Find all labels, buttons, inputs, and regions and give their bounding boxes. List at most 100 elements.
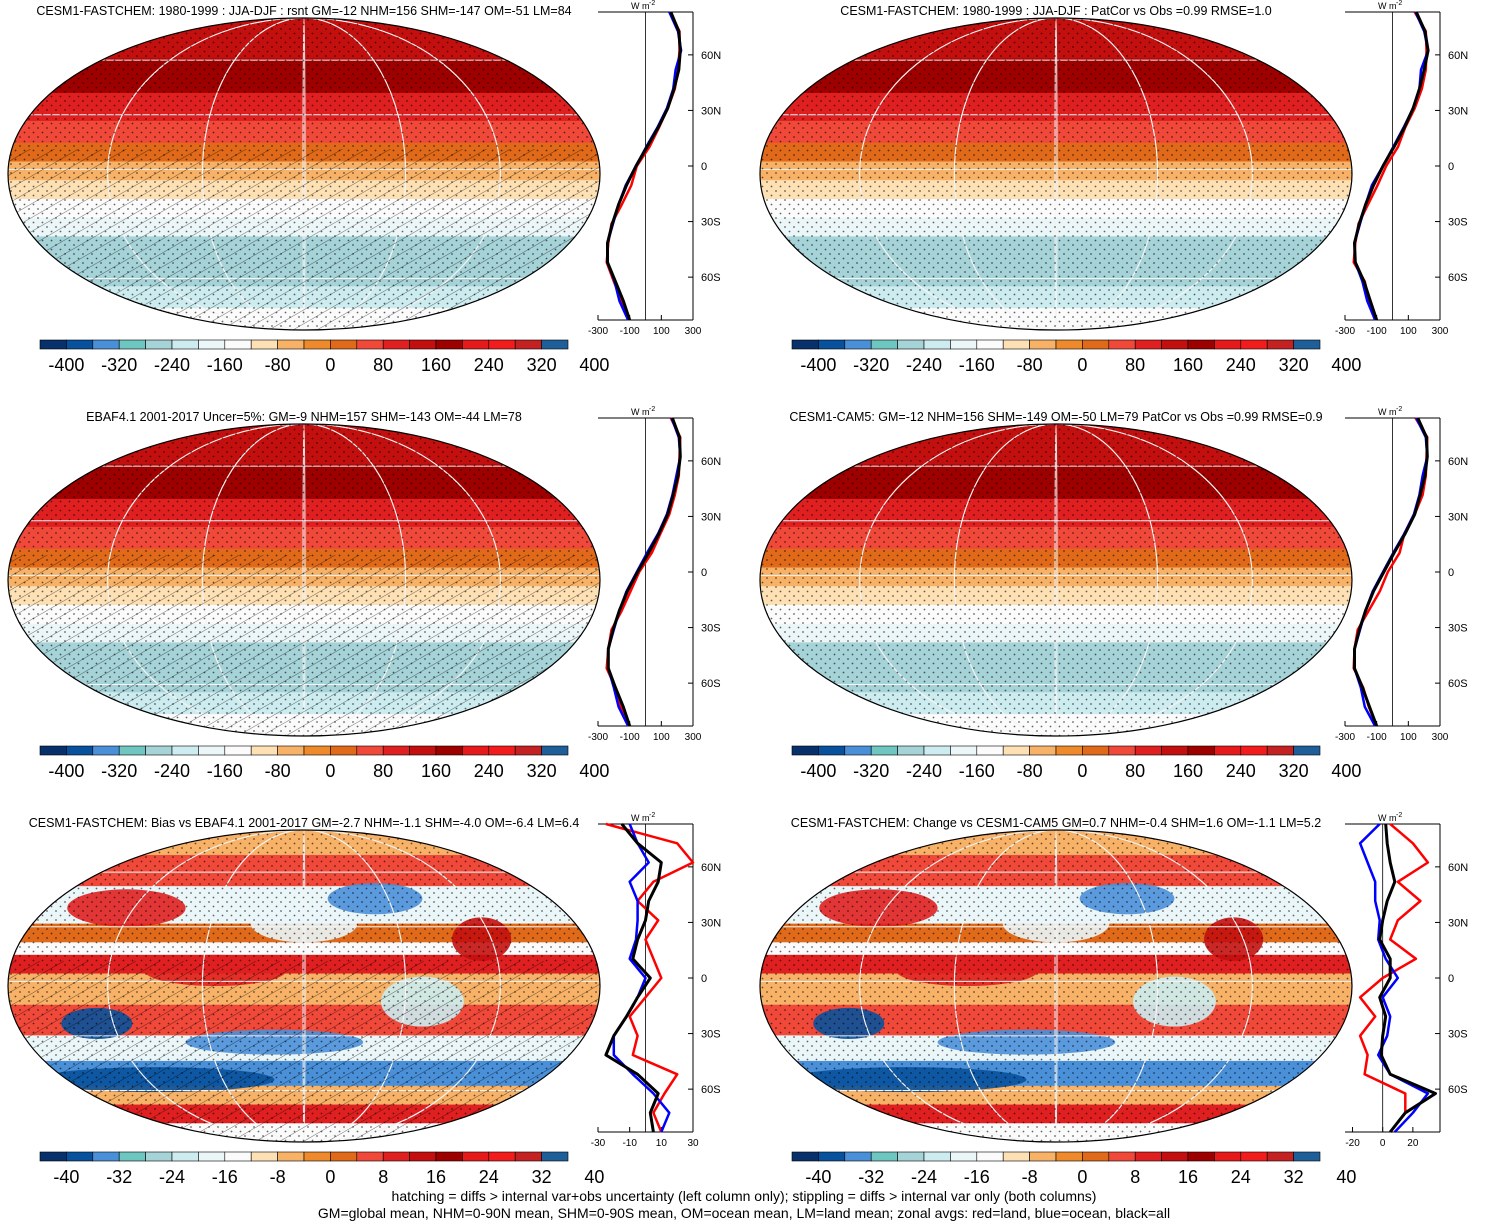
- colorbar-swatch: [145, 339, 173, 350]
- lat-label: 60S: [1448, 678, 1468, 690]
- colorbar-swatch: [92, 745, 120, 756]
- colorbar-swatch: [897, 1151, 925, 1162]
- colorbar-swatch: [1187, 745, 1215, 756]
- lat-label: 0: [1448, 973, 1454, 985]
- colorbar-swatch: [1187, 339, 1215, 350]
- colorbar-label: 0: [1077, 1167, 1087, 1187]
- zonal-tick-label: 20: [1407, 1138, 1419, 1149]
- zonal-panel: W m -2 -20 0 20 60N 30N 0 30S 60S: [1345, 812, 1468, 1149]
- colorbar-label: -240: [154, 355, 190, 375]
- colorbar-swatch: [435, 745, 463, 756]
- colorbar-swatch: [870, 1151, 898, 1162]
- zonal-line-all: [1353, 417, 1429, 727]
- zonal-line-land: [1352, 417, 1429, 727]
- zonal-panel: W m -2 -300 -100 100 300 60N 30N 0 30S 60S: [1335, 406, 1468, 743]
- colorbar-swatch: [1002, 339, 1030, 350]
- colorbar-swatch: [118, 1151, 146, 1162]
- lat-label: 30N: [701, 511, 721, 523]
- colorbar-swatch: [118, 745, 146, 756]
- zonal-unit-exponent: -2: [649, 812, 655, 819]
- colorbar-swatch: [1082, 339, 1110, 350]
- panel-title: CESM1-FASTCHEM: 1980-1999 : JJA-DJF : rs…: [36, 4, 571, 18]
- colorbar-label: -80: [1017, 355, 1043, 375]
- colorbar-swatch: [541, 745, 569, 756]
- colorbar-label: 32: [532, 1167, 552, 1187]
- colorbar-label: -240: [906, 355, 942, 375]
- colorbar-swatch: [92, 1151, 120, 1162]
- colorbar-swatch: [250, 1151, 278, 1162]
- map-outline: [759, 423, 1353, 737]
- colorbar-swatch: [950, 745, 978, 756]
- colorbar-swatch: [541, 339, 569, 350]
- zonal-line-ocean: [607, 417, 682, 727]
- colorbar-swatch: [976, 1151, 1004, 1162]
- colorbar-swatch: [303, 745, 331, 756]
- lat-label: 30S: [701, 217, 721, 229]
- colorbar-label: 8: [378, 1167, 388, 1187]
- lat-label: 0: [1448, 567, 1454, 579]
- colorbar-swatch: [224, 1151, 252, 1162]
- zonal-tick-label: 300: [1432, 732, 1449, 743]
- zonal-unit-label: W m: [1378, 1, 1397, 11]
- colorbar-swatch: [791, 339, 819, 350]
- lat-label: 0: [701, 567, 707, 579]
- panel-title: EBAF4.1 2001-2017 Uncer=5%: GM=-9 NHM=15…: [86, 410, 522, 424]
- zonal-tick-label: -20: [1345, 1138, 1360, 1149]
- colorbar-label: -400: [48, 761, 84, 781]
- lat-label: 30S: [1448, 623, 1468, 635]
- panel-title: CESM1-FASTCHEM: Bias vs EBAF4.1 2001-201…: [29, 816, 580, 830]
- colorbar-swatch: [923, 339, 951, 350]
- colorbar: -400 -320 -240 -160 -80 0 80 160 240 320 400: [791, 339, 1361, 375]
- zonal-line-all: [606, 11, 682, 321]
- map-outline: [759, 17, 1353, 331]
- colorbar-swatch: [897, 745, 925, 756]
- colorbar-swatch: [409, 339, 437, 350]
- colorbar-swatch: [1214, 1151, 1242, 1162]
- colorbar-swatch: [462, 339, 490, 350]
- colorbar-swatch: [1082, 745, 1110, 756]
- colorbar-swatch: [1029, 1151, 1057, 1162]
- colorbar-swatch: [382, 339, 410, 350]
- colorbar-label: -400: [48, 355, 84, 375]
- zonal-unit-label: W m: [631, 813, 650, 823]
- colorbar-label: -40: [53, 1167, 79, 1187]
- zonal-tick-label: -300: [1335, 326, 1355, 337]
- colorbar-label: 240: [1226, 355, 1256, 375]
- zonal-unit-label: W m: [631, 407, 650, 417]
- colorbar-swatch: [330, 339, 358, 350]
- zonal-tick-label: 0: [1380, 1138, 1386, 1149]
- colorbar-swatch: [976, 339, 1004, 350]
- colorbar-swatch: [462, 745, 490, 756]
- zonal-line-land: [605, 417, 682, 727]
- zonal-tick-label: -100: [620, 732, 640, 743]
- colorbar-label: -80: [1017, 761, 1043, 781]
- colorbar-swatch: [198, 1151, 226, 1162]
- colorbar: -400 -320 -240 -160 -80 0 80 160 240 320 400: [39, 339, 609, 375]
- zonal-line-all: [606, 417, 682, 727]
- colorbar-label: 160: [421, 355, 451, 375]
- colorbar-swatch: [1002, 1151, 1030, 1162]
- zonal-unit-exponent: -2: [1396, 406, 1402, 413]
- colorbar-swatch: [923, 1151, 951, 1162]
- colorbar-swatch: [844, 1151, 872, 1162]
- colorbar-swatch: [303, 1151, 331, 1162]
- colorbar-swatch: [118, 339, 146, 350]
- colorbar-swatch: [1002, 745, 1030, 756]
- colorbar-swatch: [791, 745, 819, 756]
- colorbar: -400 -320 -240 -160 -80 0 80 160 240 320 400: [39, 745, 609, 781]
- zonal-panel: W m -2 -300 -100 100 300 60N 30N 0 30S 60S: [588, 406, 721, 743]
- colorbar-swatch: [250, 745, 278, 756]
- colorbar-swatch: [1240, 1151, 1268, 1162]
- colorbar-label: 160: [1173, 355, 1203, 375]
- colorbar-swatch: [818, 339, 846, 350]
- colorbar-swatch: [92, 339, 120, 350]
- colorbar-swatch: [1108, 339, 1136, 350]
- colorbar-swatch: [976, 745, 1004, 756]
- colorbar-swatch: [1134, 339, 1162, 350]
- panel-title: CESM1-FASTCHEM: Change vs CESM1-CAM5 GM=…: [791, 816, 1321, 830]
- panel-4: CESM1-CAM5: GM=-12 NHM=156 SHM=-149 OM=-…: [759, 406, 1468, 781]
- colorbar-label: -32: [106, 1167, 132, 1187]
- colorbar-swatch: [1134, 745, 1162, 756]
- colorbar-swatch: [1214, 745, 1242, 756]
- colorbar-label: -8: [270, 1167, 286, 1187]
